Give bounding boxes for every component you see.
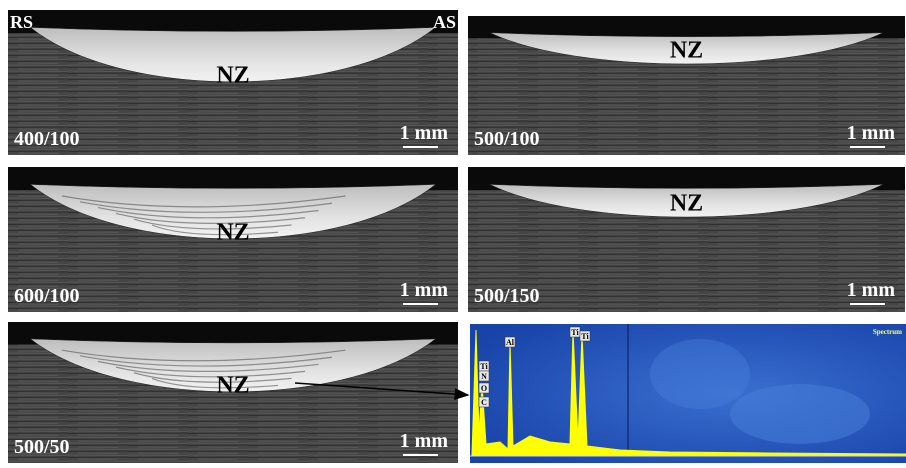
panel-label: 400/100 [14, 128, 80, 150]
nz-label: NZ [216, 63, 249, 89]
nz-label: NZ [670, 191, 703, 217]
peak-label: Ti [571, 328, 579, 337]
spectrum-title: Spectrum [873, 328, 902, 336]
peak-label: O [481, 384, 487, 393]
blob [650, 339, 750, 409]
peak-label: Al [506, 338, 515, 347]
micrograph: NZ 500/50 1 mm [8, 322, 458, 463]
micrograph: NZ 400/100 1 mm RS AS [8, 10, 458, 155]
scale-label: 1 mm [400, 279, 449, 301]
panel-label: 500/100 [474, 128, 540, 150]
panel-label: 600/100 [14, 285, 80, 307]
page: NZ 400/100 1 mm RS AS NZ 500/100 1 mm NZ 600/100 1… [0, 0, 906, 463]
nz-label: NZ [670, 38, 703, 64]
blob [730, 384, 870, 444]
peak-label: N [481, 372, 487, 381]
nz-label: NZ [216, 220, 249, 246]
figure: NZ 400/100 1 mm RS AS NZ 500/100 1 mm NZ 600/100 1… [0, 0, 906, 463]
scale-label: 1 mm [400, 122, 449, 144]
peak-label: C [481, 398, 487, 407]
peak-label: Ti [581, 332, 589, 341]
peak-label: Ti [480, 362, 488, 371]
scale-label: 1 mm [400, 430, 449, 452]
nz-label: NZ [216, 373, 249, 399]
panel-label: 500/150 [474, 285, 540, 307]
scale-label: 1 mm [847, 279, 896, 301]
as-label: AS [433, 12, 456, 32]
micrograph: NZ 500/150 1 mm [468, 167, 905, 312]
micrograph: NZ 500/100 1 mm [468, 16, 905, 155]
micrograph: NZ 600/100 1 mm [8, 167, 458, 312]
rs-label: RS [10, 12, 33, 32]
scale-label: 1 mm [847, 122, 896, 144]
panel-label: 500/50 [14, 436, 70, 458]
